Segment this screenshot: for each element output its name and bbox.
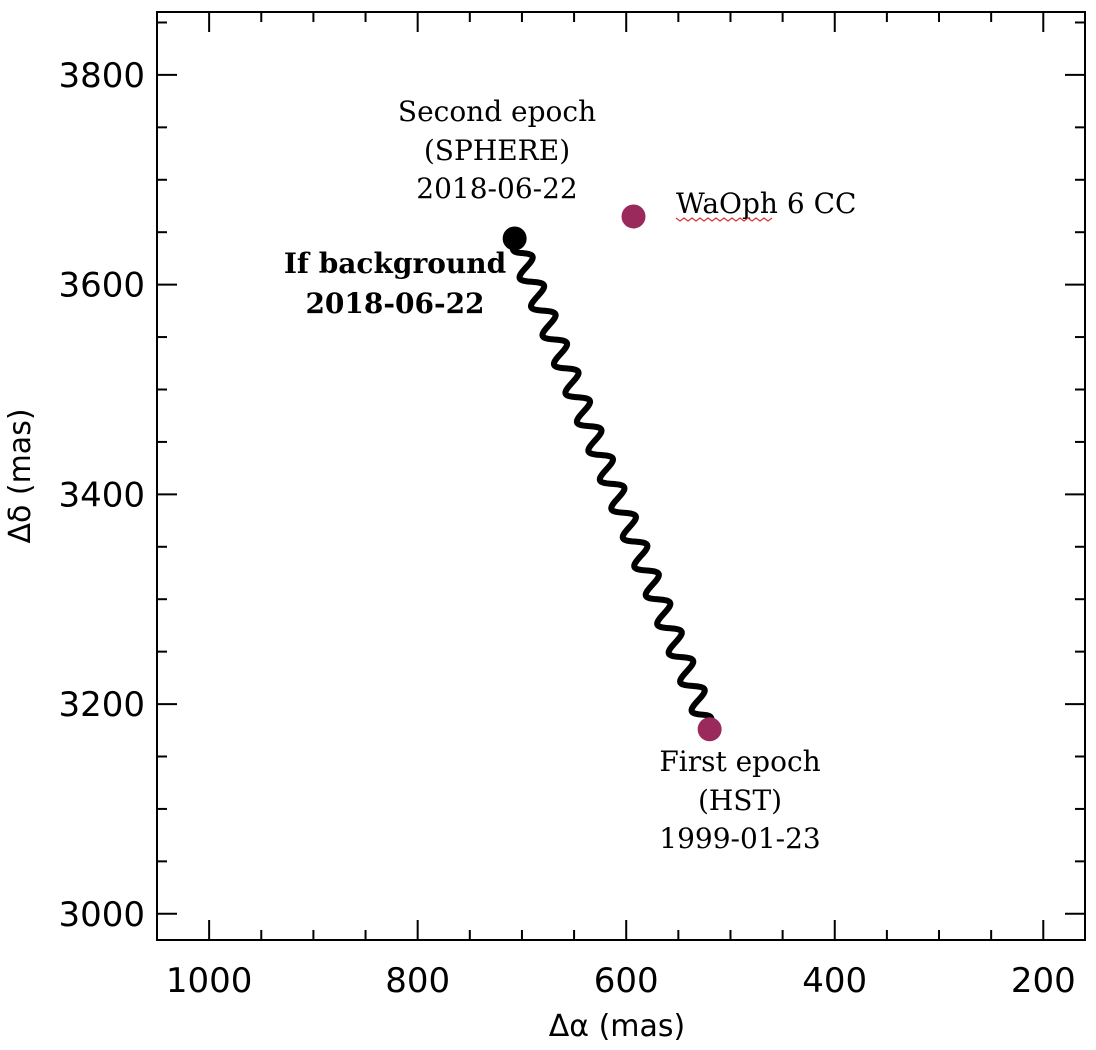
data-points: [502, 204, 722, 742]
first-epoch-line-1: First epoch: [659, 745, 820, 778]
x-tick-label-1000: 1000: [166, 961, 253, 1001]
y-tick-label-3200: 3200: [58, 685, 145, 725]
second-epoch-line-3: 2018-06-22: [416, 172, 577, 205]
plot-frame: [156, 11, 1086, 941]
point-background-position: [502, 226, 527, 251]
y-tick-label-3800: 3800: [58, 56, 145, 96]
x-tick-label-800: 800: [385, 961, 450, 1001]
second-epoch-line-1: Second epoch: [398, 95, 596, 128]
x-axis-title: Δα (mas): [549, 1009, 685, 1044]
point-waoph-6-cc: [621, 204, 646, 229]
background-line-1: If background: [284, 247, 506, 280]
x-tick-label-200: 200: [1011, 961, 1076, 1001]
point-first-epoch: [697, 717, 722, 742]
background-annotation: If background 2018-06-22: [284, 247, 506, 320]
companion-label: WaOph 6 CC: [676, 187, 856, 220]
second-epoch-line-2: (SPHERE): [424, 134, 570, 167]
axis-ticks: [156, 12, 1085, 940]
y-tick-label-3000: 3000: [58, 895, 145, 935]
x-tick-label-400: 400: [802, 961, 867, 1001]
background-line-2: 2018-06-22: [305, 287, 484, 320]
y-tick-label-3600: 3600: [58, 266, 145, 306]
background-track-line: [509, 237, 715, 731]
x-tick-label-600: 600: [594, 961, 659, 1001]
first-epoch-line-2: (HST): [698, 784, 782, 817]
y-axis-title: Δδ (mas): [3, 408, 38, 543]
first-epoch-line-3: 1999-01-23: [659, 822, 820, 855]
y-tick-label-3400: 3400: [58, 475, 145, 515]
second-epoch-annotation: Second epoch (SPHERE) 2018-06-22: [398, 95, 596, 205]
tick-labels: 1000 800 600 400 200 3000 3200 3400 3600 3800: [58, 56, 1075, 1001]
first-epoch-annotation: First epoch (HST) 1999-01-23: [659, 745, 820, 855]
spellcheck-underline: [675, 217, 773, 222]
